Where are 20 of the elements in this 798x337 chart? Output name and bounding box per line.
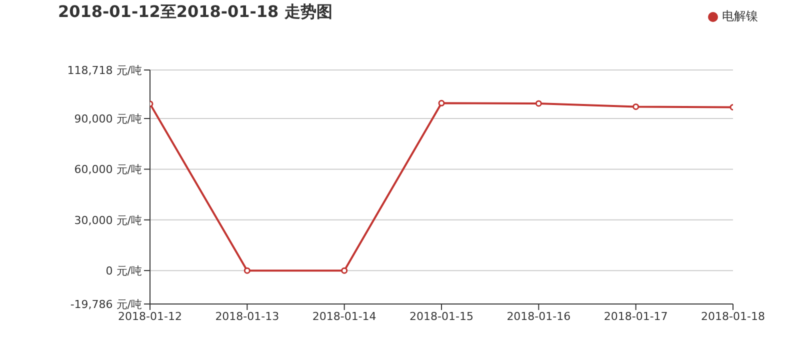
x-tick-label: 2018-01-13 [215,310,280,323]
x-tick-label: 2018-01-14 [312,310,376,323]
y-tick-label: -19,786 元/吨 [70,298,142,311]
y-tick-label: 60,000 元/吨 [74,163,142,176]
legend-label: 电解镍 [722,9,758,23]
y-tick-label: 90,000 元/吨 [74,112,142,126]
y-tick-label: 30,000 元/吨 [74,214,142,227]
point [438,100,445,106]
y-tick-label: 0 元/吨 [106,264,142,278]
x-tick-label: 2018-01-16 [506,310,571,323]
x-tick-label: 2018-01-18 [701,310,765,323]
point [244,267,250,274]
x-tick-label: 2018-01-12 [118,310,182,323]
x-tick-label: 2018-01-15 [410,310,474,323]
x-tick-label: 2018-01-17 [604,310,668,323]
point [341,267,348,274]
chart-title: 2018-01-12至2018-01-18 走势图 [58,2,332,23]
point [632,103,640,110]
y-tick-label: 118,718 元/吨 [67,64,142,77]
point [535,100,542,107]
